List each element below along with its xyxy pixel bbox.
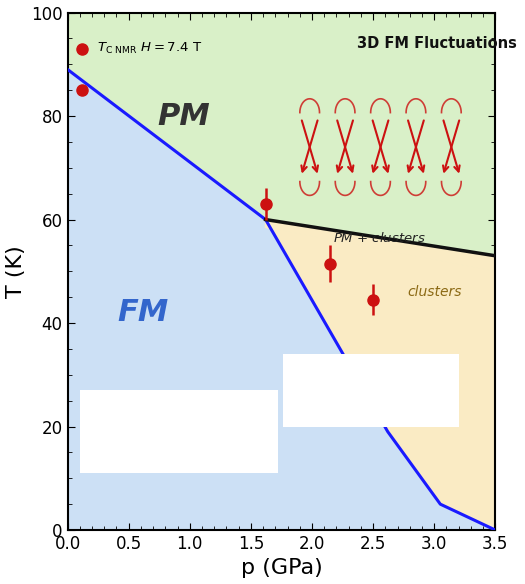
Polygon shape <box>68 12 495 530</box>
Text: $T_\mathrm{C\ NMR}$ $H = 7.4\ \mathrm{T}$: $T_\mathrm{C\ NMR}$ $H = 7.4\ \mathrm{T}… <box>97 41 202 56</box>
Text: clusters: clusters <box>407 285 462 299</box>
Text: 3D FM Fluctuations: 3D FM Fluctuations <box>356 36 517 51</box>
X-axis label: p (GPa): p (GPa) <box>240 558 322 578</box>
Y-axis label: T (K): T (K) <box>6 245 26 298</box>
Text: PM: PM <box>158 102 210 131</box>
Polygon shape <box>266 220 495 272</box>
FancyBboxPatch shape <box>80 390 278 473</box>
Text: $PM$ + clusters: $PM$ + clusters <box>333 231 426 245</box>
Polygon shape <box>266 220 495 530</box>
Text: FM: FM <box>118 298 169 327</box>
Polygon shape <box>68 69 495 530</box>
FancyBboxPatch shape <box>282 354 459 426</box>
